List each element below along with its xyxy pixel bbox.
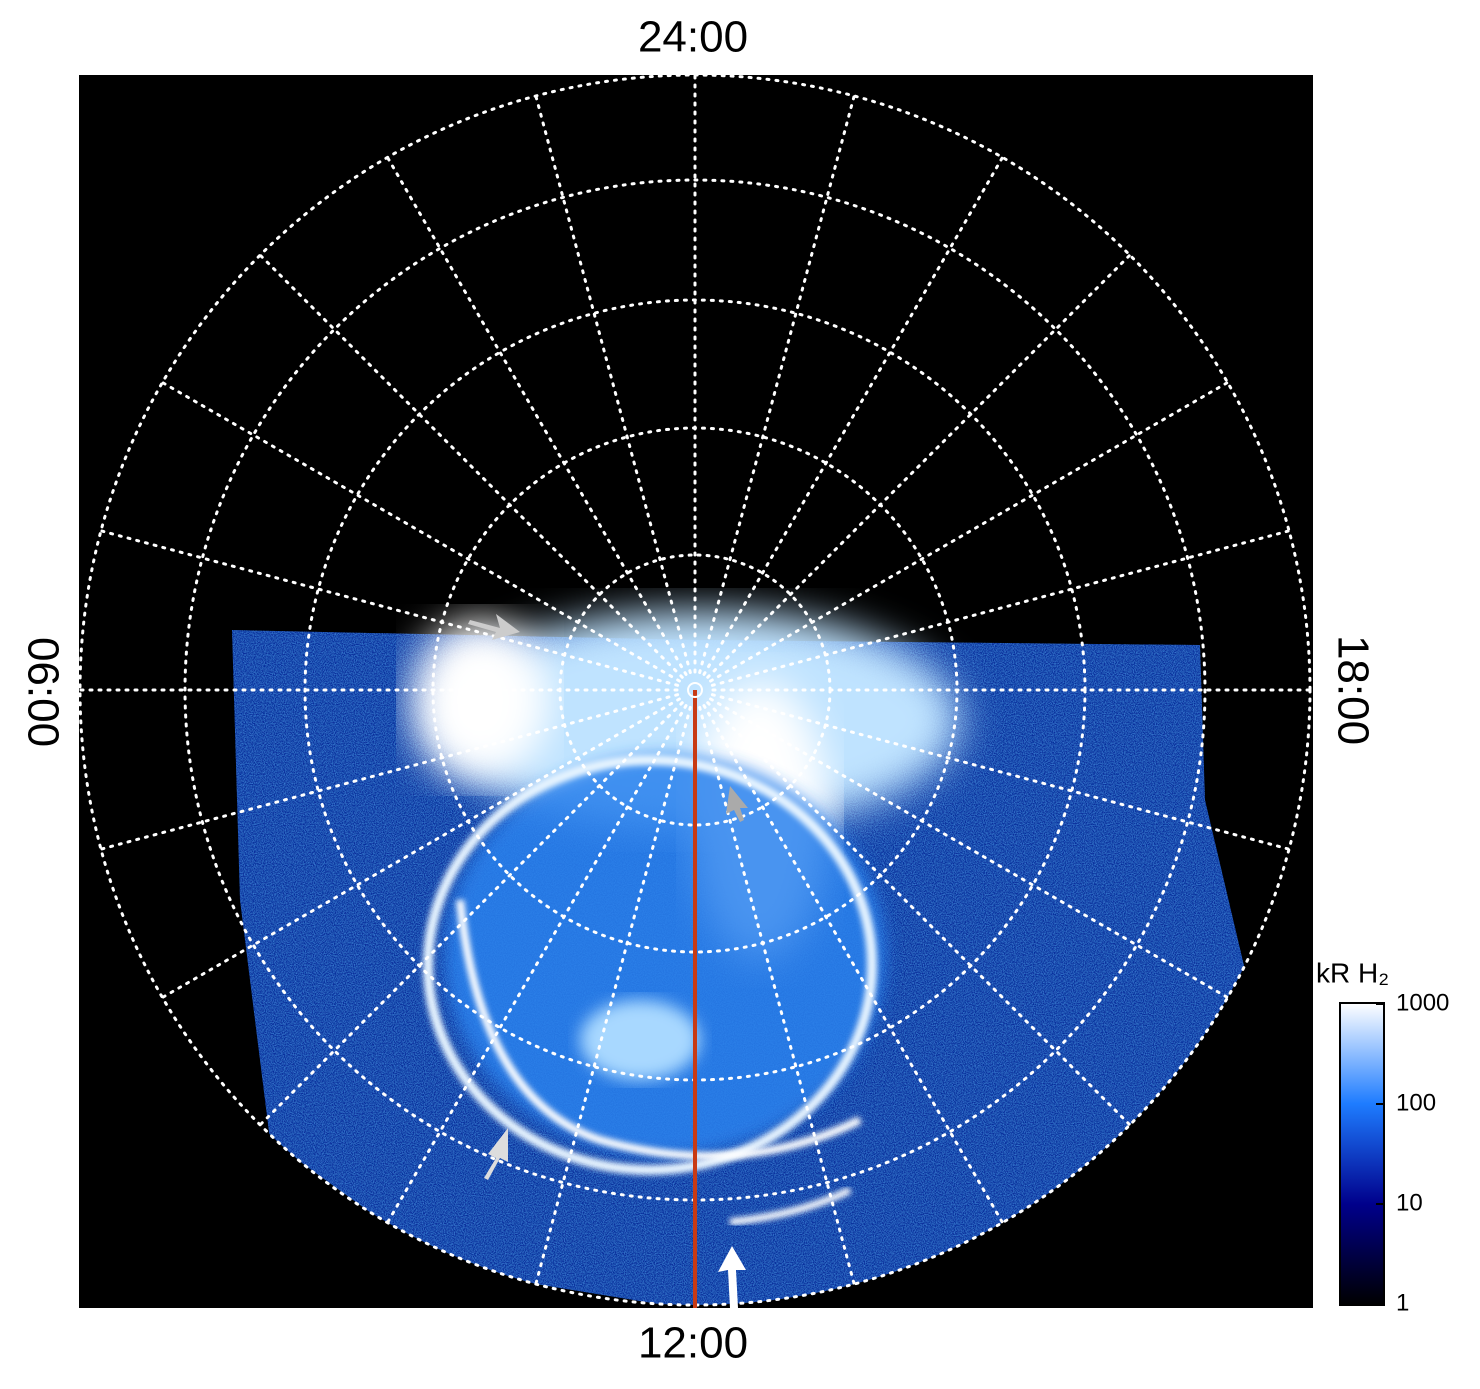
grid-spoke — [258, 253, 684, 679]
grid-spoke — [258, 701, 684, 1127]
grid-spoke — [710, 529, 1291, 687]
pole-marker — [687, 682, 703, 698]
grid-spoke — [160, 381, 681, 683]
local-time-label: 18:00 — [1328, 635, 1377, 745]
spot — [729, 1186, 852, 1226]
grid-spoke — [706, 701, 1132, 1127]
arrow — [468, 614, 520, 640]
grid-spoke — [710, 693, 1291, 851]
aurora-image — [79, 75, 1312, 1308]
local-time-label: 12:00 — [638, 1319, 748, 1368]
colorbar — [1339, 1002, 1385, 1306]
main-oval — [423, 755, 877, 1175]
polar-grid — [79, 75, 1312, 1307]
colorbar-tick-label: 1000 — [1396, 989, 1449, 1016]
dawn-glow — [410, 620, 550, 780]
colorbar-label: kR H₂ — [1316, 957, 1389, 988]
colorbar-tick-label: 1 — [1396, 1289, 1409, 1316]
colorbar-tick-label: 100 — [1396, 1089, 1436, 1116]
grid-spoke — [99, 529, 680, 687]
grid-spoke — [706, 253, 1132, 679]
grid-spoke — [698, 94, 856, 675]
local-time-label: 06:00 — [18, 637, 67, 747]
local-time-label: 24:00 — [638, 13, 748, 62]
oval-arc — [456, 899, 862, 1160]
grid-spoke — [99, 693, 680, 851]
grid-spoke — [709, 697, 1230, 999]
arrow — [484, 1128, 508, 1180]
grid-spoke — [702, 704, 1004, 1225]
grid-spoke — [702, 155, 1004, 676]
colorbar-tick-label: 10 — [1396, 1189, 1423, 1216]
bright-patch — [580, 1000, 700, 1080]
arrow — [718, 1246, 746, 1308]
grid-spoke — [386, 155, 688, 676]
grid-spoke — [534, 94, 692, 675]
grid-spoke — [534, 705, 692, 1286]
grid-spoke — [698, 705, 856, 1286]
grid-spoke — [160, 697, 681, 999]
arrow — [726, 786, 748, 822]
grid-spoke — [386, 704, 688, 1225]
grid-spoke — [709, 381, 1230, 683]
